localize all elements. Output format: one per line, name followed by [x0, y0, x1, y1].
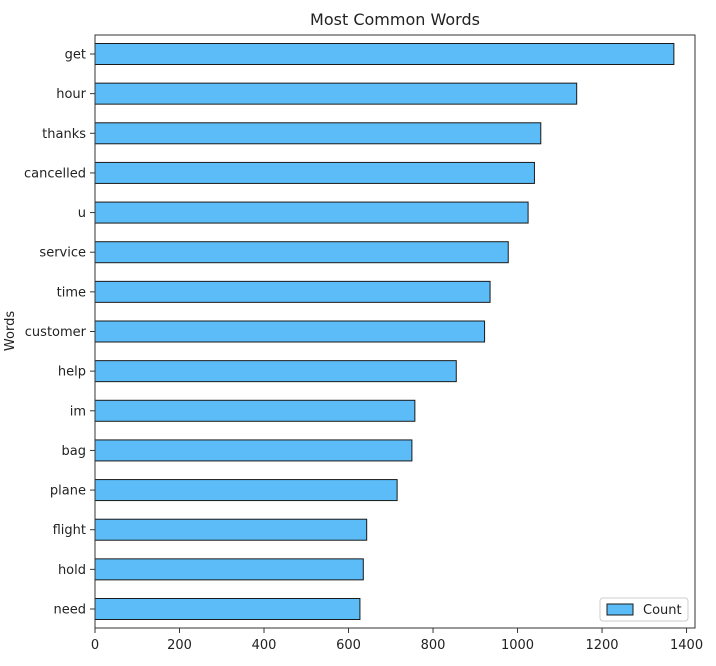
bar-thanks [94, 122, 542, 145]
legend: Count [599, 597, 689, 622]
chart-title: Most Common Words [310, 10, 480, 29]
x-tick-label: 1000 [501, 638, 534, 653]
x-tick-label: 600 [336, 638, 361, 653]
bar-plane [94, 479, 398, 502]
x-tick-label: 800 [421, 638, 446, 653]
y-tick-label: hold [58, 563, 86, 578]
plot-frame [94, 34, 696, 629]
x-tick-label: 200 [167, 638, 192, 653]
x-tick-label: 400 [252, 638, 277, 653]
y-tick-label: time [57, 285, 86, 300]
bars-group [94, 43, 675, 620]
bar-time [94, 280, 491, 303]
y-tick-label: get [65, 48, 86, 63]
bar-hold [94, 558, 364, 581]
bar-customer [94, 320, 486, 343]
y-tick-label: u [78, 206, 86, 221]
bar-im [94, 399, 416, 422]
bar-need [94, 598, 361, 620]
bar-help [94, 360, 457, 383]
bar-u [94, 201, 529, 224]
y-tick-label: plane [50, 484, 86, 499]
y-tick-label: flight [53, 523, 86, 538]
bar-cancelled [94, 161, 535, 184]
y-tick-label: cancelled [24, 166, 86, 181]
y-tick-label: customer [25, 325, 87, 340]
bar-flight [94, 518, 368, 541]
x-tick-label: 0 [91, 638, 99, 653]
y-tick-label: help [58, 365, 86, 380]
bar-hour [94, 82, 578, 105]
y-tick-label: im [70, 404, 86, 419]
bar-bag [94, 439, 413, 462]
legend-label: Count [643, 603, 682, 618]
legend-swatch [606, 603, 634, 616]
y-axis-label: Words [3, 311, 18, 351]
x-tick-label: 1400 [670, 638, 703, 653]
y-tick-label: thanks [42, 127, 86, 142]
y-axis-ticks: get hour thanks cancelled u service time custom… [24, 48, 95, 618]
y-tick-label: hour [56, 87, 86, 102]
y-tick-label: need [54, 603, 87, 618]
bar-service [94, 241, 509, 264]
y-tick-label: bag [62, 444, 86, 459]
bar-get [94, 43, 675, 65]
x-tick-label: 1200 [585, 638, 618, 653]
x-axis-ticks: 0 200 400 600 800 1000 1200 1400 [91, 628, 703, 653]
y-tick-label: service [39, 246, 86, 261]
